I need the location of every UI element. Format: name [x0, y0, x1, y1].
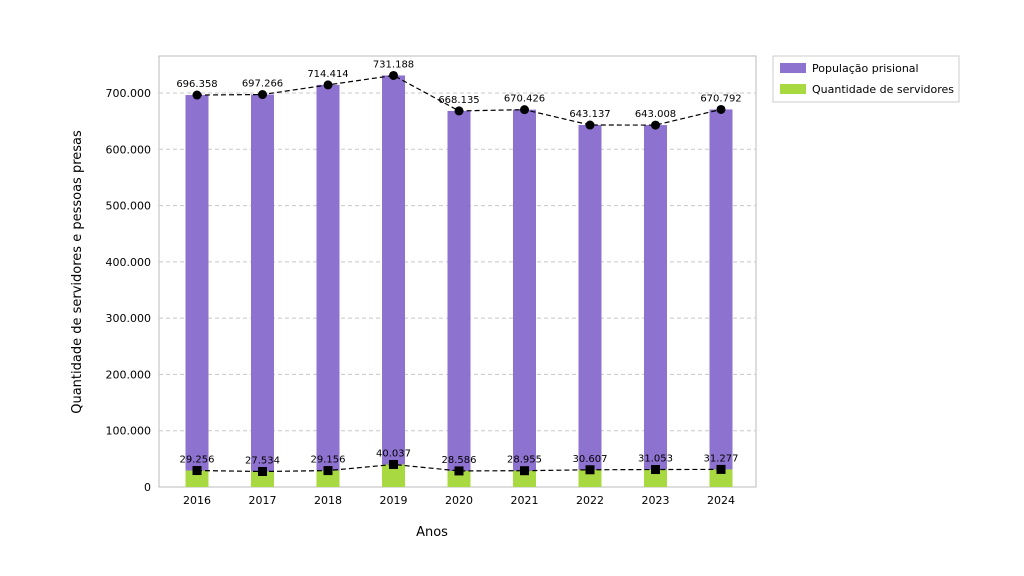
marker-populacao [389, 70, 398, 80]
bar-populacao [185, 95, 209, 487]
bar-servidores [513, 470, 536, 487]
x-tick-label: 2016 [183, 494, 211, 507]
data-label-populacao: 670.426 [504, 94, 545, 105]
bar-servidores [709, 469, 733, 487]
bar-servidores [185, 470, 209, 487]
y-tick-label: 600.000 [106, 143, 152, 156]
marker-populacao [192, 90, 202, 100]
data-label-servidores: 31.277 [704, 453, 739, 464]
y-tick-label: 200.000 [106, 368, 152, 381]
data-label-populacao: 731.188 [373, 59, 414, 70]
bar-servidores [447, 470, 471, 487]
x-tick-label: 2017 [249, 494, 277, 507]
x-axis-ticks: 2016 2017 2018 2019 2020 2021 2022 2023 2024 [183, 494, 735, 507]
x-tick-label: 2019 [380, 494, 408, 507]
legend-label-servidores: Quantidade de servidores [812, 83, 954, 96]
y-tick-label: 500.000 [106, 200, 152, 213]
x-tick-label: 2021 [511, 494, 539, 507]
marker-servidores [454, 466, 464, 476]
bars [185, 75, 733, 488]
y-axis-title: Quantidade de servidores e pessoas presa… [70, 130, 85, 414]
data-label-servidores: 29.156 [311, 455, 346, 466]
bar-populacao [644, 125, 667, 487]
bar-populacao [447, 110, 471, 488]
y-tick-label: 0 [144, 481, 151, 494]
bar-populacao [513, 109, 536, 487]
bar-populacao [382, 75, 405, 487]
data-label-servidores: 31.053 [638, 454, 673, 465]
marker-populacao [651, 120, 660, 130]
marker-populacao [323, 80, 333, 90]
marker-servidores [651, 465, 660, 475]
data-label-populacao: 696.358 [176, 79, 217, 90]
x-tick-label: 2023 [642, 494, 670, 507]
marker-servidores [585, 465, 595, 475]
y-tick-label: 700.000 [106, 87, 152, 100]
data-label-populacao: 697.266 [242, 79, 283, 90]
data-label-servidores: 29.256 [180, 455, 215, 466]
data-label-servidores: 28.586 [442, 455, 477, 466]
bar-servidores [251, 471, 274, 487]
bar-populacao [578, 125, 602, 488]
x-tick-label: 2020 [445, 494, 473, 507]
marker-servidores [389, 459, 398, 469]
legend-label-populacao: População prisional [812, 62, 919, 75]
marker-populacao [716, 104, 726, 114]
y-axis-ticks: 0 100.000 200.000 300.000 400.000 500.000 600.… [106, 87, 152, 494]
x-tick-label: 2022 [576, 494, 604, 507]
marker-servidores [520, 466, 529, 476]
data-label-populacao: 668.135 [438, 95, 479, 106]
legend-swatch-populacao [780, 63, 806, 73]
marker-populacao [258, 90, 267, 100]
data-label-servidores: 27.534 [245, 456, 280, 467]
marker-populacao [585, 120, 595, 130]
marker-servidores [258, 467, 267, 477]
marker-servidores [716, 464, 726, 474]
x-tick-label: 2024 [707, 494, 735, 507]
data-label-servidores: 28.955 [507, 455, 542, 466]
data-label-populacao: 643.137 [569, 109, 610, 120]
data-label-servidores: 40.037 [376, 448, 411, 459]
y-tick-label: 400.000 [106, 256, 152, 269]
data-labels: 696.358 697.266 714.414 731.188 668.135 670.4… [176, 59, 741, 466]
legend: População prisional Quantidade de servid… [772, 55, 960, 103]
bar-servidores [644, 469, 667, 487]
bar-populacao [316, 84, 340, 488]
marker-servidores [323, 466, 333, 476]
markers [192, 70, 726, 477]
y-tick-label: 300.000 [106, 312, 152, 325]
data-label-populacao: 714.414 [307, 69, 348, 80]
x-axis-title: Anos [416, 525, 448, 540]
bar-populacao [251, 94, 274, 487]
bar-servidores [382, 464, 405, 487]
marker-populacao [520, 105, 529, 115]
marker-servidores [192, 466, 202, 476]
bar-populacao [709, 109, 733, 487]
bar-servidores [316, 470, 340, 487]
bar-servidores [578, 469, 602, 487]
data-label-servidores: 30.607 [573, 454, 608, 465]
y-tick-label: 100.000 [106, 425, 152, 438]
data-label-populacao: 643.008 [635, 109, 676, 120]
x-tick-label: 2018 [314, 494, 342, 507]
data-label-populacao: 670.792 [700, 93, 741, 104]
legend-swatch-servidores [780, 84, 806, 94]
marker-populacao [454, 106, 464, 116]
